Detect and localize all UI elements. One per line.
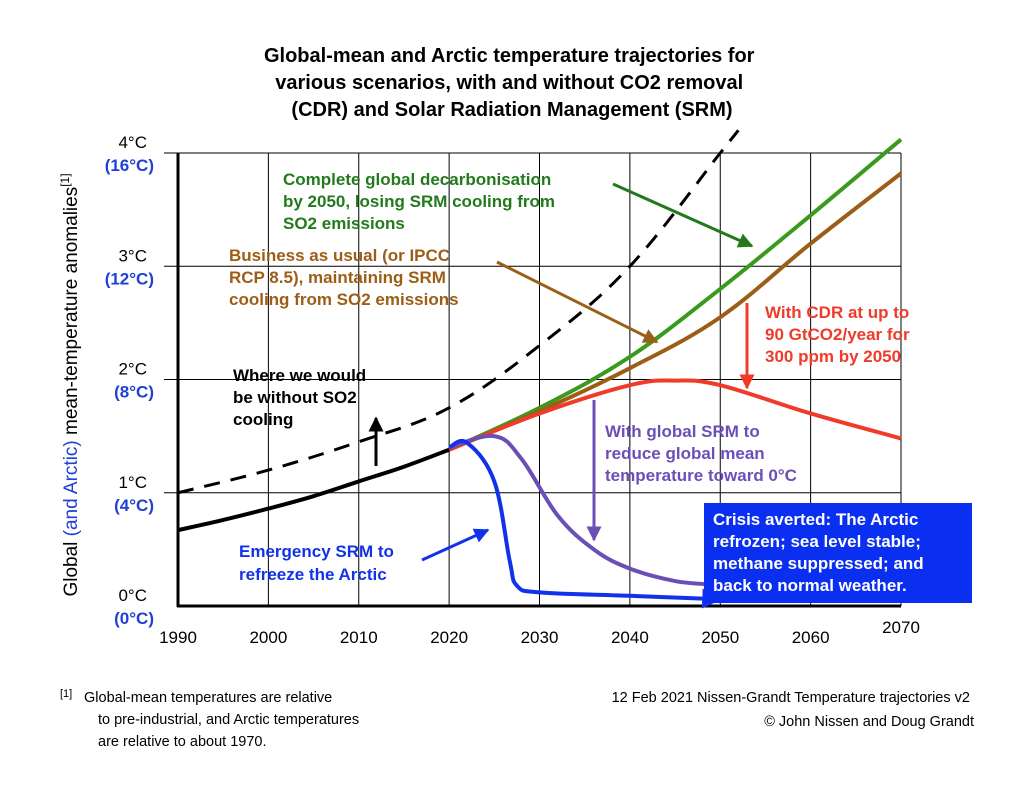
series-line: [448, 137, 903, 452]
y-tick-label: 2°C: [118, 360, 147, 379]
x-tick-label: 2040: [611, 628, 649, 647]
y-label-arctic: (and Arctic): [61, 440, 82, 536]
annotation-line: by 2050, losing SRM cooling from: [283, 192, 555, 211]
annotation-line: Where we would: [233, 366, 366, 385]
y-tick-label: 3°C: [118, 246, 147, 265]
annotation-emergency-srm: Emergency SRM to refreeze the Arctic: [239, 542, 399, 584]
y-tick-arctic-label: (0°C): [114, 609, 154, 628]
x-tick-label: 2030: [521, 628, 559, 647]
arrow-decarb: [612, 182, 754, 248]
annotation-line: cooling: [233, 410, 293, 429]
series-line: [448, 433, 712, 587]
y-tick-arctic-label: (16°C): [105, 156, 154, 175]
y-label-anomalies: mean-temperature anomalies: [61, 187, 82, 440]
credit-line: © John Nissen and Doug Grandt: [764, 714, 974, 730]
x-tick-label: 1990: [159, 628, 197, 647]
crisis-box-line: refrozen; sea level stable;: [713, 532, 921, 551]
annotation-line: temperature toward 0°C: [605, 466, 797, 485]
footnote-line: to pre-industrial, and Arctic temperatur…: [98, 712, 359, 728]
arrow-bau: [496, 260, 659, 344]
y-axis-label: Global (and Arctic) mean-temperature ano…: [58, 173, 82, 596]
series-line: [177, 447, 450, 533]
annotation-line: 90 GtCO2/year for: [765, 325, 910, 344]
tick-labels: 1990 2000 2010 2020 2030 2040 2050 2060 2070 0°C (…: [105, 133, 920, 647]
x-tick-label: 2060: [792, 628, 830, 647]
y-label-footnote-marker: [1]: [58, 173, 72, 186]
annotation-line: SO2 emissions: [283, 214, 405, 233]
credit-line: 12 Feb 2021 Nissen-Grandt Temperature tr…: [612, 690, 970, 706]
y-tick-arctic-label: (8°C): [114, 383, 154, 402]
x-tick-label: 2000: [249, 628, 287, 647]
annotation-line: 300 ppm by 2050: [765, 347, 901, 366]
crisis-averted-box: Crisis averted: The Arctic refrozen; sea…: [704, 503, 972, 603]
annotation-line: cooling from SO2 emissions: [229, 290, 459, 309]
footnote-line: are relative to about 1970.: [98, 734, 266, 750]
y-tick-label: 4°C: [118, 133, 147, 152]
x-tick-label: 2070: [882, 618, 920, 637]
annotation-line: RCP 8.5), maintaining SRM: [229, 268, 446, 287]
annotation-bau: Business as usual (or IPCC RCP 8.5), mai…: [229, 246, 459, 309]
grid-lines: [164, 152, 902, 606]
chart-title-line: various scenarios, with and without CO2 …: [275, 72, 743, 94]
annotation-line: Business as usual (or IPCC: [229, 246, 450, 265]
crisis-box-bg: [704, 503, 972, 603]
annotation-no-so2: Where we would be without SO2 cooling: [233, 366, 371, 429]
annotation-decarb: Complete global decarbonisation by 2050,…: [283, 170, 560, 233]
annotation-global-srm: With global SRM to reduce global mean te…: [605, 422, 797, 485]
chart-title: Global-mean and Arctic temperature traje…: [264, 45, 760, 121]
annotation-line: With CDR at up to: [765, 303, 909, 322]
x-tick-label: 2050: [701, 628, 739, 647]
x-tick-label: 2020: [430, 628, 468, 647]
annotation-line: Complete global decarbonisation: [283, 170, 551, 189]
axes: [176, 153, 901, 608]
chart-title-line: Global-mean and Arctic temperature traje…: [264, 45, 755, 67]
credit: 12 Feb 2021 Nissen-Grandt Temperature tr…: [612, 690, 974, 730]
y-tick-label: 0°C: [118, 586, 147, 605]
series-line: [448, 378, 902, 452]
series-line: [177, 129, 740, 495]
chart-title-line: (CDR) and Solar Radiation Management (SR…: [291, 99, 732, 121]
annotation-arrows: [368, 182, 755, 562]
crisis-box-line: methane suppressed; and: [713, 554, 924, 573]
crisis-box-line: Crisis averted: The Arctic: [713, 510, 918, 529]
y-tick-arctic-label: (12°C): [105, 269, 154, 288]
annotation-line: Emergency SRM to: [239, 542, 394, 561]
x-tick-label: 2010: [340, 628, 378, 647]
crisis-box-line: back to normal weather.: [713, 576, 907, 595]
annotation-line: be without SO2: [233, 388, 357, 407]
y-label-global: Global: [61, 536, 82, 596]
crisis-box-text: Crisis averted: The Arctic refrozen; sea…: [713, 510, 928, 595]
series-line: [448, 438, 723, 609]
footnote: [1] Global-mean temperatures are relativ…: [60, 685, 363, 750]
annotation-line: reduce global mean: [605, 444, 765, 463]
annotation-line: refreeze the Arctic: [239, 565, 387, 584]
y-tick-arctic-label: (4°C): [114, 496, 154, 515]
footnote-marker: [1]: [60, 688, 72, 700]
series-lines: [177, 129, 903, 609]
annotation-cdr: With CDR at up to 90 GtCO2/year for 300 …: [765, 303, 914, 366]
arrow-esrm: [421, 528, 490, 562]
footnote-line: Global-mean temperatures are relative: [84, 690, 332, 706]
y-tick-label: 1°C: [118, 473, 147, 492]
annotation-line: With global SRM to: [605, 422, 760, 441]
